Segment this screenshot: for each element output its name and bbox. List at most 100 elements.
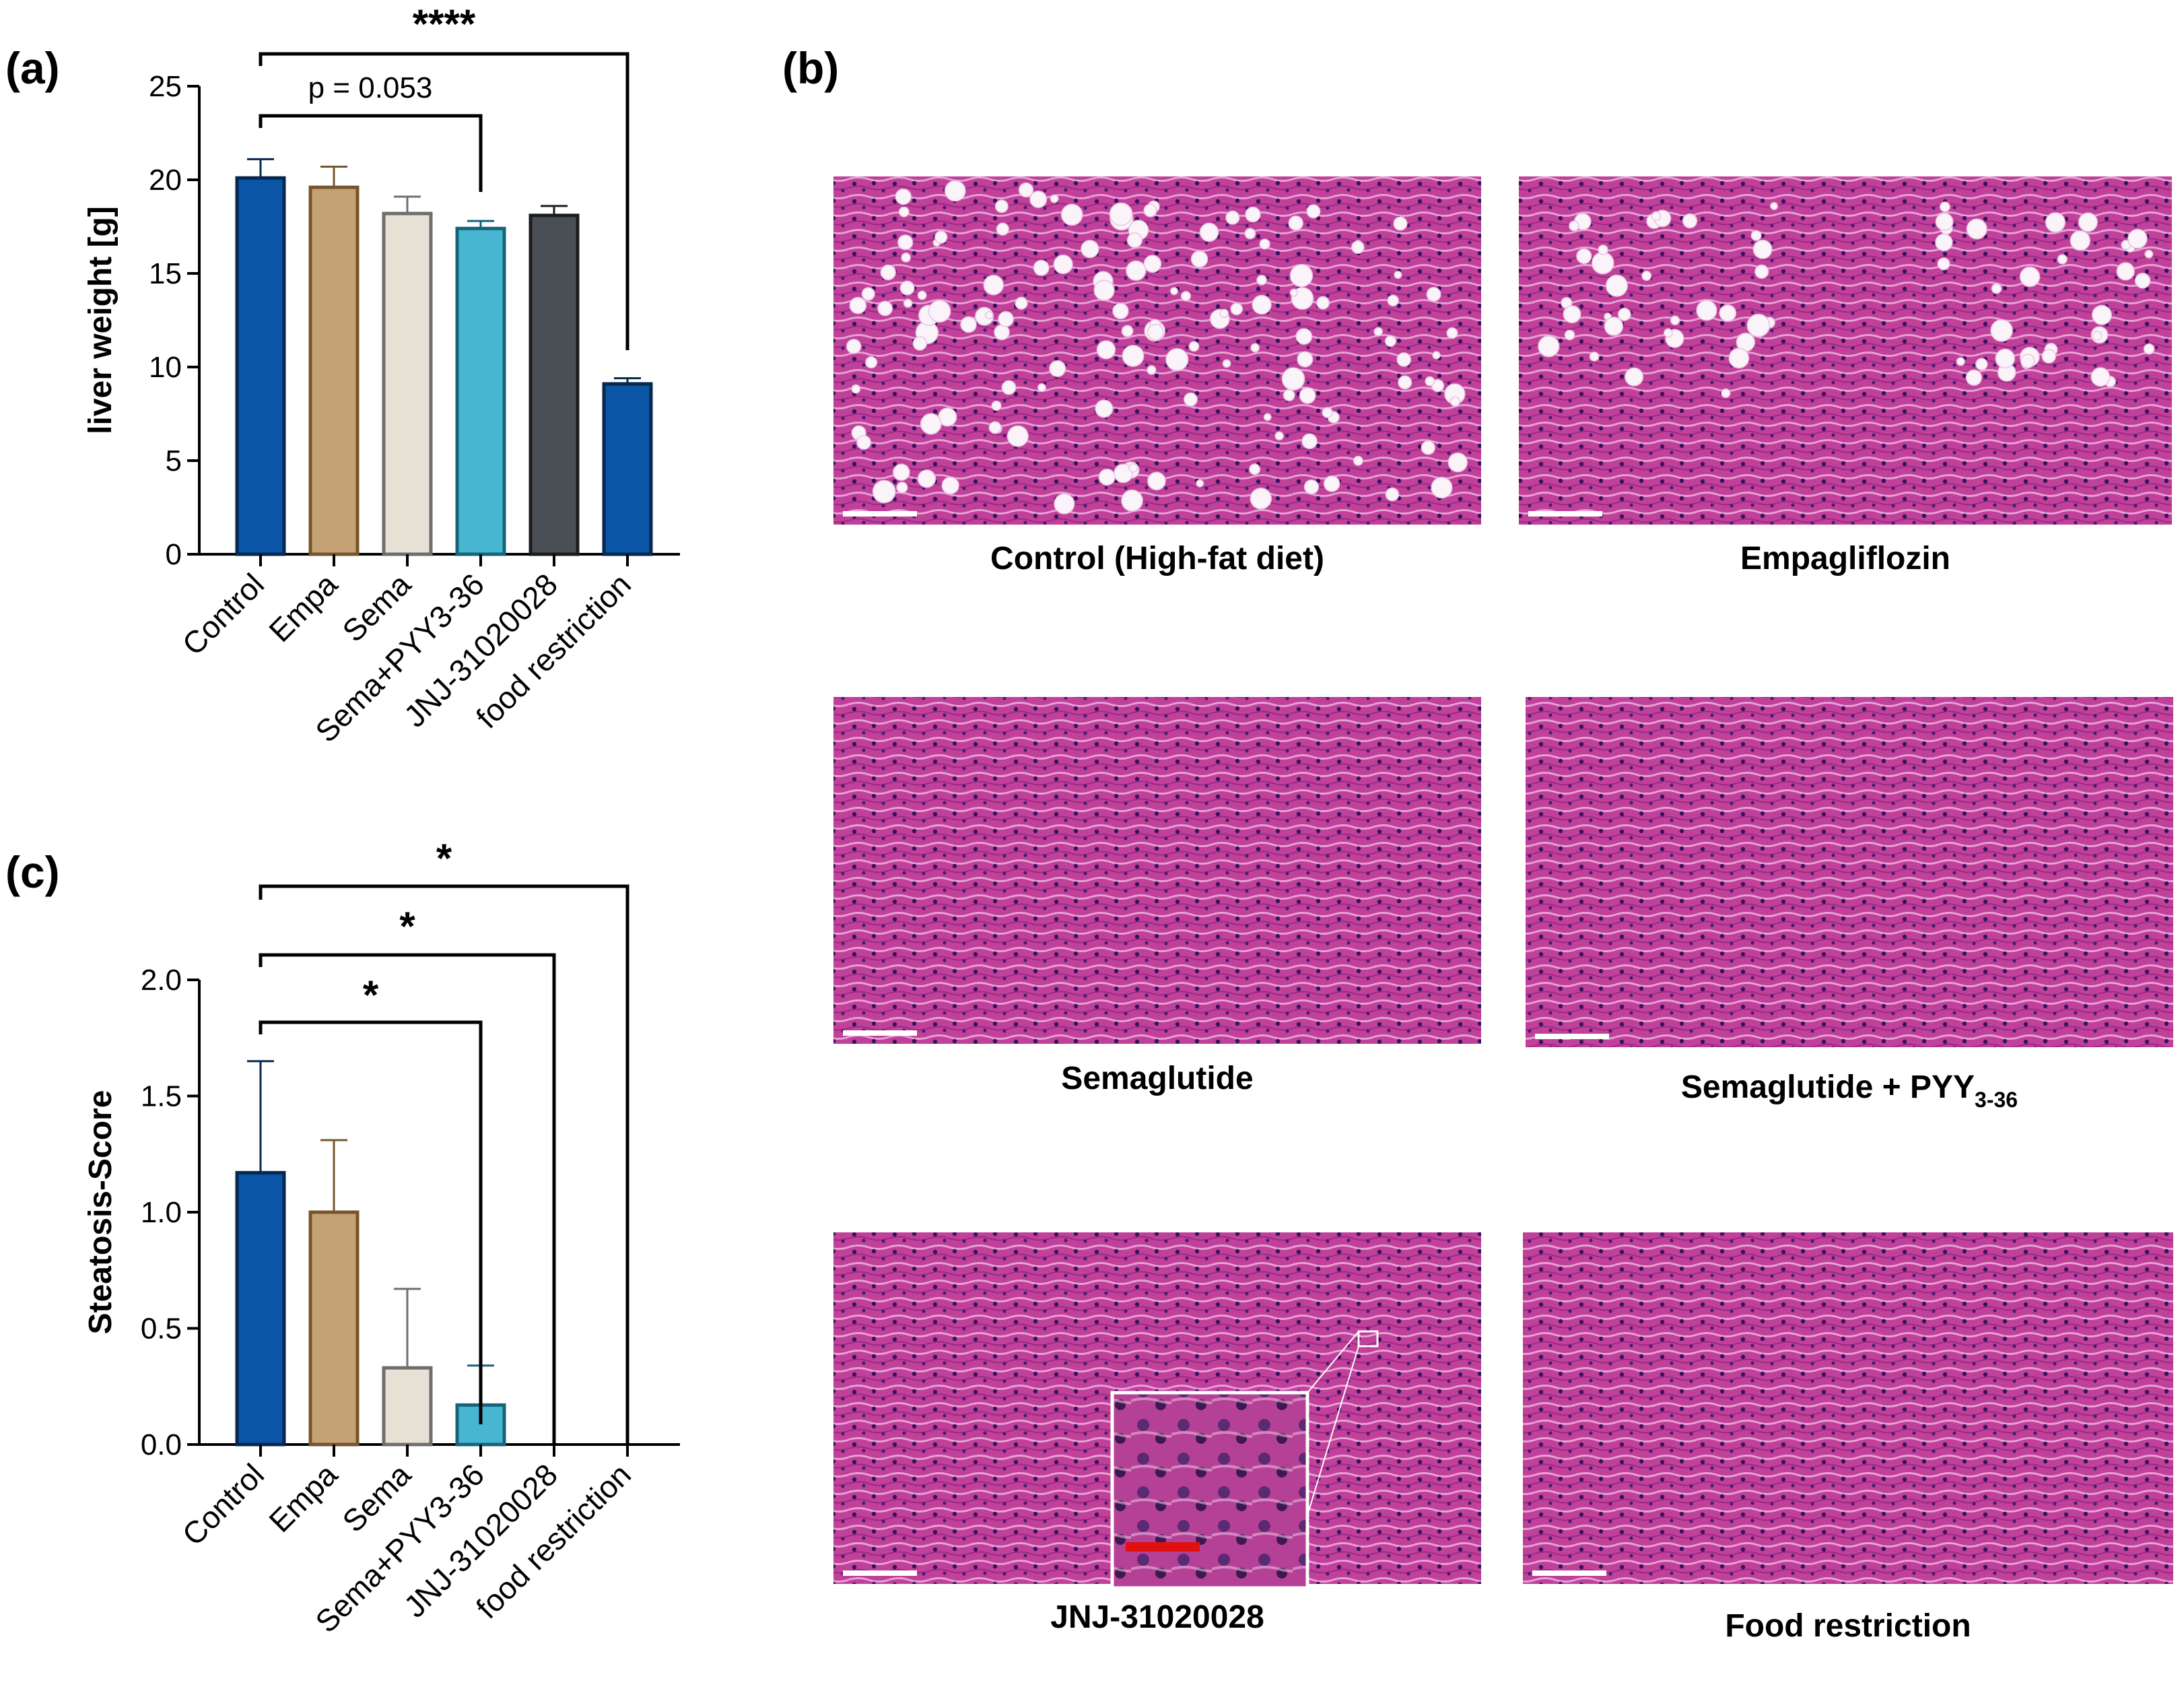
fat-droplet xyxy=(1053,255,1073,275)
caption-subscript: 3-36 xyxy=(1975,1088,2018,1112)
fat-droplet xyxy=(1190,250,1208,268)
y-tick-label: 10 xyxy=(149,351,182,384)
tissue-section xyxy=(833,697,1481,1044)
fat-droplet xyxy=(1746,313,1771,337)
histology-caption: Semaglutide + PYY3-36 xyxy=(1681,1069,2018,1112)
y-tick-label: 15 xyxy=(149,257,182,290)
fat-droplet xyxy=(1446,327,1458,339)
scale-bar xyxy=(843,511,917,517)
histology-caption: Semaglutide xyxy=(1061,1061,1253,1096)
fat-droplet xyxy=(2045,212,2066,233)
fat-droplet xyxy=(1935,233,1953,252)
fat-droplet xyxy=(1598,244,1608,255)
x-tick-label: Empa xyxy=(262,1457,344,1539)
fat-droplet xyxy=(1283,389,1295,401)
fat-droplet xyxy=(872,479,896,504)
fat-droplet xyxy=(1165,347,1189,371)
fat-droplet xyxy=(1219,308,1229,319)
fat-droplet xyxy=(994,324,1010,341)
x-tick-label: Control xyxy=(175,1457,271,1552)
fat-droplet xyxy=(901,253,912,263)
fat-droplet xyxy=(1965,369,1983,386)
fat-droplet xyxy=(1576,248,1592,264)
fat-droplet xyxy=(1303,479,1320,495)
fat-droplet xyxy=(1128,463,1138,473)
fat-droplet xyxy=(1250,488,1272,510)
caption-text: Control (High-fat diet) xyxy=(990,541,1324,576)
fat-droplet xyxy=(2019,266,2041,288)
fat-droplet xyxy=(920,413,942,435)
fat-droplet xyxy=(861,287,875,301)
fat-droplet xyxy=(849,296,867,314)
fat-droplet xyxy=(1096,340,1116,360)
fat-droplet xyxy=(996,222,1009,236)
bar xyxy=(602,382,653,556)
fat-droplet xyxy=(1682,213,1698,229)
fat-droplet xyxy=(1033,259,1050,276)
y-axis-label: liver weight [g] xyxy=(83,206,118,434)
scale-bar xyxy=(1532,1570,1606,1576)
fat-droplet xyxy=(1112,302,1129,320)
y-tick-label: 20 xyxy=(149,164,182,197)
fat-droplet xyxy=(1098,468,1116,486)
steatosis-score-chart: 0.0 0.5 1.0 1.5 2.0 Steatosis-Score ControlEmp… xyxy=(83,836,680,1639)
fat-droplet xyxy=(1384,335,1397,347)
fat-droplet xyxy=(1421,440,1435,455)
fat-droplet xyxy=(1199,222,1219,242)
fat-droplet xyxy=(1721,388,1731,398)
fat-droplet xyxy=(1447,452,1468,473)
fat-droplet xyxy=(1625,367,1644,387)
fat-droplet xyxy=(1563,305,1581,324)
fat-droplet xyxy=(1728,347,1750,369)
fat-droplet xyxy=(1651,211,1662,222)
x-tick-label: Control xyxy=(175,566,271,662)
fat-droplet xyxy=(1281,367,1305,391)
histology-image: Empagliflozin xyxy=(1519,176,2172,576)
panel-letter-a: (a) xyxy=(5,43,60,93)
fat-droplet xyxy=(1750,230,1762,241)
fat-droplet xyxy=(1230,302,1243,316)
fat-droplet xyxy=(1289,288,1298,297)
fat-droplet xyxy=(994,199,1009,213)
inset-source-box xyxy=(1357,1330,1379,1348)
scale-bar xyxy=(1535,1034,1609,1039)
fat-droplet xyxy=(1126,260,1147,281)
fat-droplet xyxy=(1252,294,1272,315)
fat-droplet xyxy=(1006,425,1029,447)
scale-bar xyxy=(1528,511,1602,517)
fat-droplet xyxy=(998,310,1014,327)
fat-droplet xyxy=(1769,201,1779,211)
histology-caption: Control (High-fat diet) xyxy=(990,541,1324,576)
fat-droplet xyxy=(1323,475,1340,492)
fat-droplet xyxy=(917,469,936,488)
fat-droplet xyxy=(851,384,861,394)
fat-droplet xyxy=(1538,335,1560,358)
fat-droplet xyxy=(1432,351,1441,360)
fat-droplet xyxy=(1081,240,1099,259)
fat-droplet xyxy=(2057,254,2068,265)
fat-droplet xyxy=(1670,315,1680,325)
fat-droplet xyxy=(1196,479,1204,488)
fat-droplet xyxy=(1263,413,1272,422)
fat-droplet xyxy=(991,400,1002,411)
fat-droplet xyxy=(1299,387,1316,404)
fat-droplet xyxy=(1122,344,1145,367)
fat-droplet xyxy=(1143,255,1162,273)
tissue-section xyxy=(1523,1232,2173,1584)
fat-droplet xyxy=(2092,331,2103,341)
fat-droplet xyxy=(2091,304,2112,325)
fat-droplet xyxy=(899,280,915,296)
x-tick-label: Empa xyxy=(262,566,344,649)
fat-droplet xyxy=(856,435,871,450)
fat-droplet xyxy=(1184,392,1198,407)
fat-droplet xyxy=(1297,351,1313,368)
fat-droplet xyxy=(1393,216,1408,231)
fat-droplet xyxy=(2144,249,2154,259)
inset-connector xyxy=(1307,1346,1359,1516)
caption-text: Semaglutide xyxy=(1061,1061,1253,1096)
fat-droplet xyxy=(1316,296,1330,310)
histology-image: JNJ-31020028 xyxy=(833,1232,1481,1635)
inset-connector xyxy=(1307,1331,1359,1393)
fat-droplet xyxy=(1288,215,1303,231)
